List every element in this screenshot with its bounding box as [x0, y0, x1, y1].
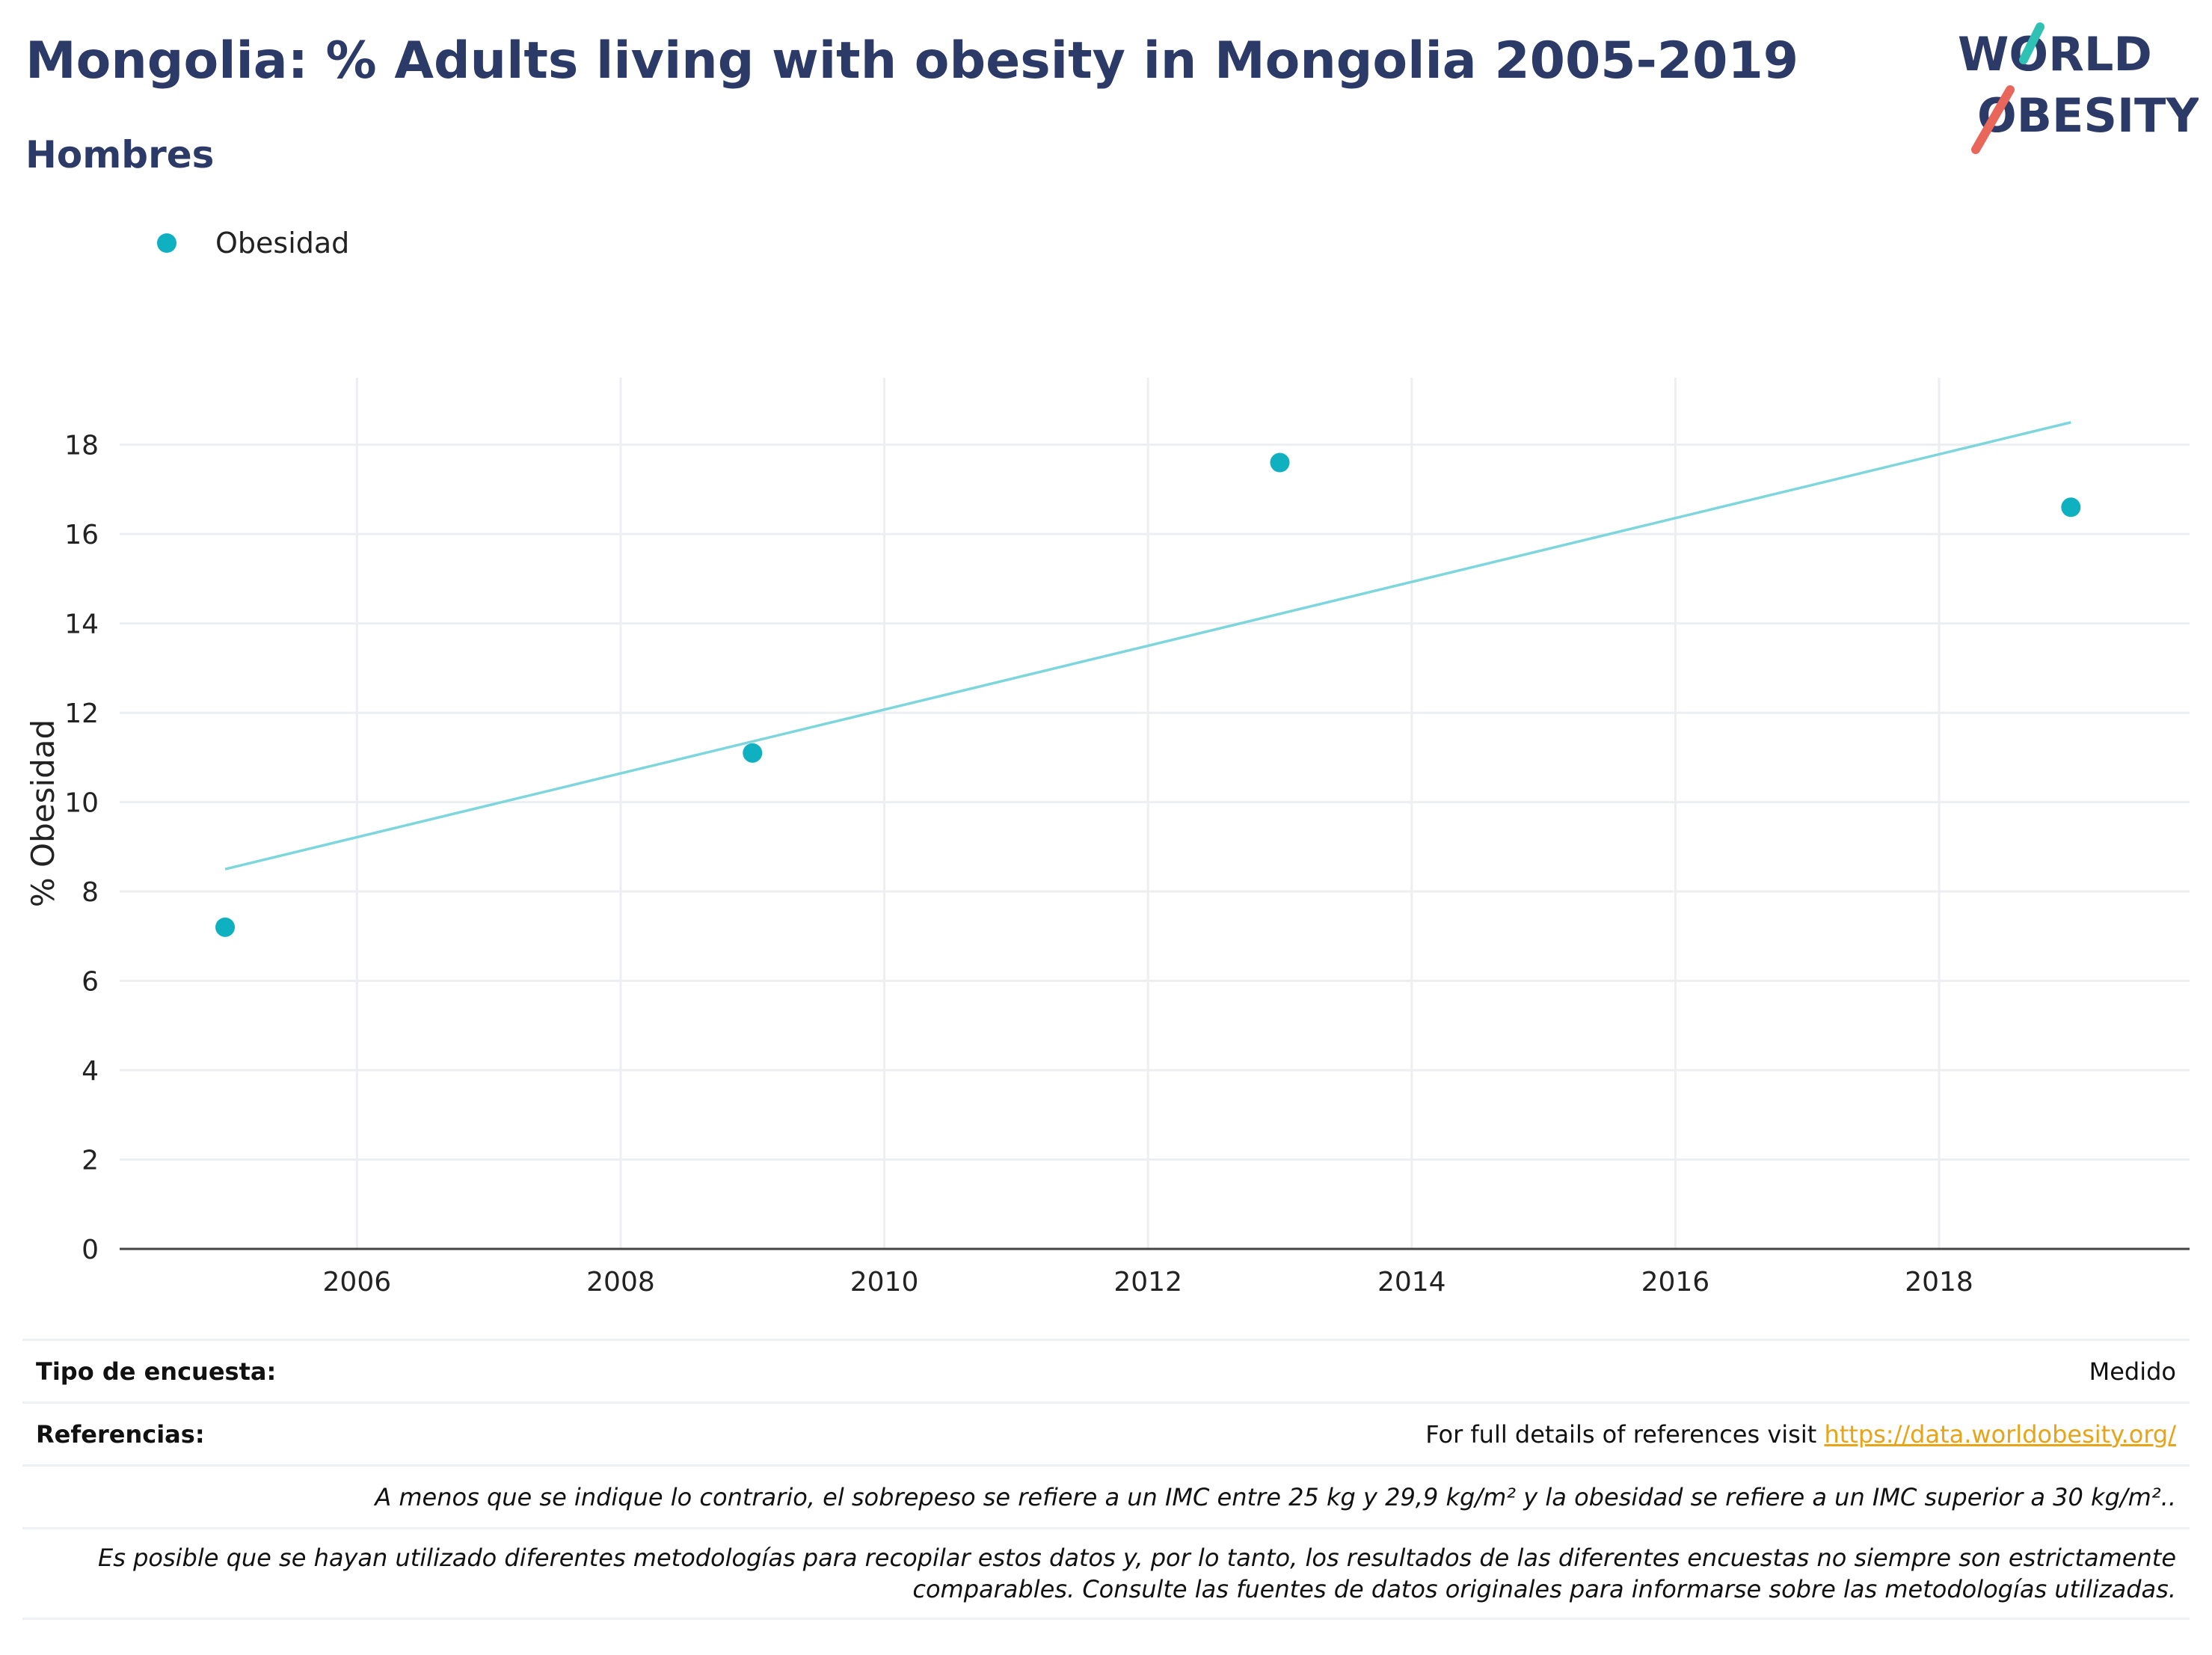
logo-line1: WORLD: [1958, 27, 2152, 82]
y-tick-label: 2: [82, 1146, 99, 1176]
logo-slash-teal: [2019, 22, 2044, 64]
y-tick-label: 14: [64, 610, 99, 640]
x-tick-label: 2012: [1113, 1267, 1182, 1298]
logo-slash-red: [1971, 85, 2015, 154]
page-subtitle: Hombres: [25, 133, 215, 176]
references-link[interactable]: https://data.worldobesity.org/: [1824, 1419, 2176, 1449]
x-tick-label: 2010: [850, 1267, 919, 1298]
data-point: [743, 743, 763, 763]
y-tick-label: 10: [64, 788, 99, 819]
legend[interactable]: Obesidad: [157, 224, 349, 262]
y-tick-label: 12: [64, 698, 99, 729]
footer-note-methodology-line1: Es posible que se hayan utilizado difere…: [98, 1544, 2176, 1572]
survey-value: Medido: [2089, 1357, 2176, 1386]
x-tick-labels: 2006 2008 2010 2012 2014 2016 2018: [323, 1267, 1973, 1298]
page-title: Mongolia: % Adults living with obesity i…: [25, 31, 1799, 90]
y-tick-label: 0: [82, 1235, 99, 1265]
chart: 0 2 4 6 8 10 12 14 16 18 2006 2008 2010 2012 2014 2016…: [25, 378, 2190, 1298]
world-obesity-logo: WORLD OBESITY: [1958, 22, 2199, 154]
footer-note-methodology-line2: comparables. Consulte las fuentes de dat…: [912, 1575, 2176, 1603]
trendline-group: [224, 421, 2071, 871]
footer-row-note2: Es posible que se hayan utilizado difere…: [22, 1527, 2190, 1620]
footer-note-methodology: Es posible que se hayan utilizado difere…: [36, 1542, 2176, 1605]
y-tick-labels: 0 2 4 6 8 10 12 14 16 18: [64, 431, 99, 1265]
gridlines: [120, 378, 2190, 1249]
legend-label: Obesidad: [215, 227, 350, 260]
footer-row-note1: A menos que se indique lo contrario, el …: [22, 1464, 2190, 1527]
trendline: [224, 421, 2071, 871]
references-label: Referencias:: [36, 1419, 205, 1449]
references-text-wrap: For full details of references visit htt…: [1425, 1420, 2176, 1449]
data-point: [1270, 452, 1290, 473]
footer-row-references: Referencias: For full details of referen…: [22, 1401, 2190, 1464]
footer: Tipo de encuesta: Medido Referencias: Fo…: [22, 1339, 2190, 1620]
logo-line2: OBESITY: [1977, 88, 2199, 143]
y-tick-label: 16: [64, 520, 99, 550]
footer-note-bmi: A menos que se indique lo contrario, el …: [375, 1482, 2176, 1511]
x-tick-label: 2014: [1377, 1267, 1446, 1298]
x-tick-label: 2008: [586, 1267, 655, 1298]
y-axis-label: % Obesidad: [25, 719, 61, 907]
y-tick-label: 6: [82, 967, 99, 998]
y-tick-label: 8: [82, 877, 99, 908]
survey-label: Tipo de encuesta:: [36, 1357, 277, 1386]
y-tick-label: 4: [82, 1056, 99, 1087]
x-tick-label: 2016: [1641, 1267, 1710, 1298]
references-text: For full details of references visit: [1425, 1419, 1825, 1449]
footer-row-survey: Tipo de encuesta: Medido: [22, 1339, 2190, 1401]
data-point: [215, 917, 236, 937]
y-tick-label: 18: [64, 431, 99, 461]
data-point: [2061, 497, 2081, 518]
x-tick-label: 2006: [323, 1267, 392, 1298]
x-tick-label: 2018: [1905, 1267, 1973, 1298]
points-group: [215, 452, 2081, 937]
legend-marker: [157, 233, 176, 253]
